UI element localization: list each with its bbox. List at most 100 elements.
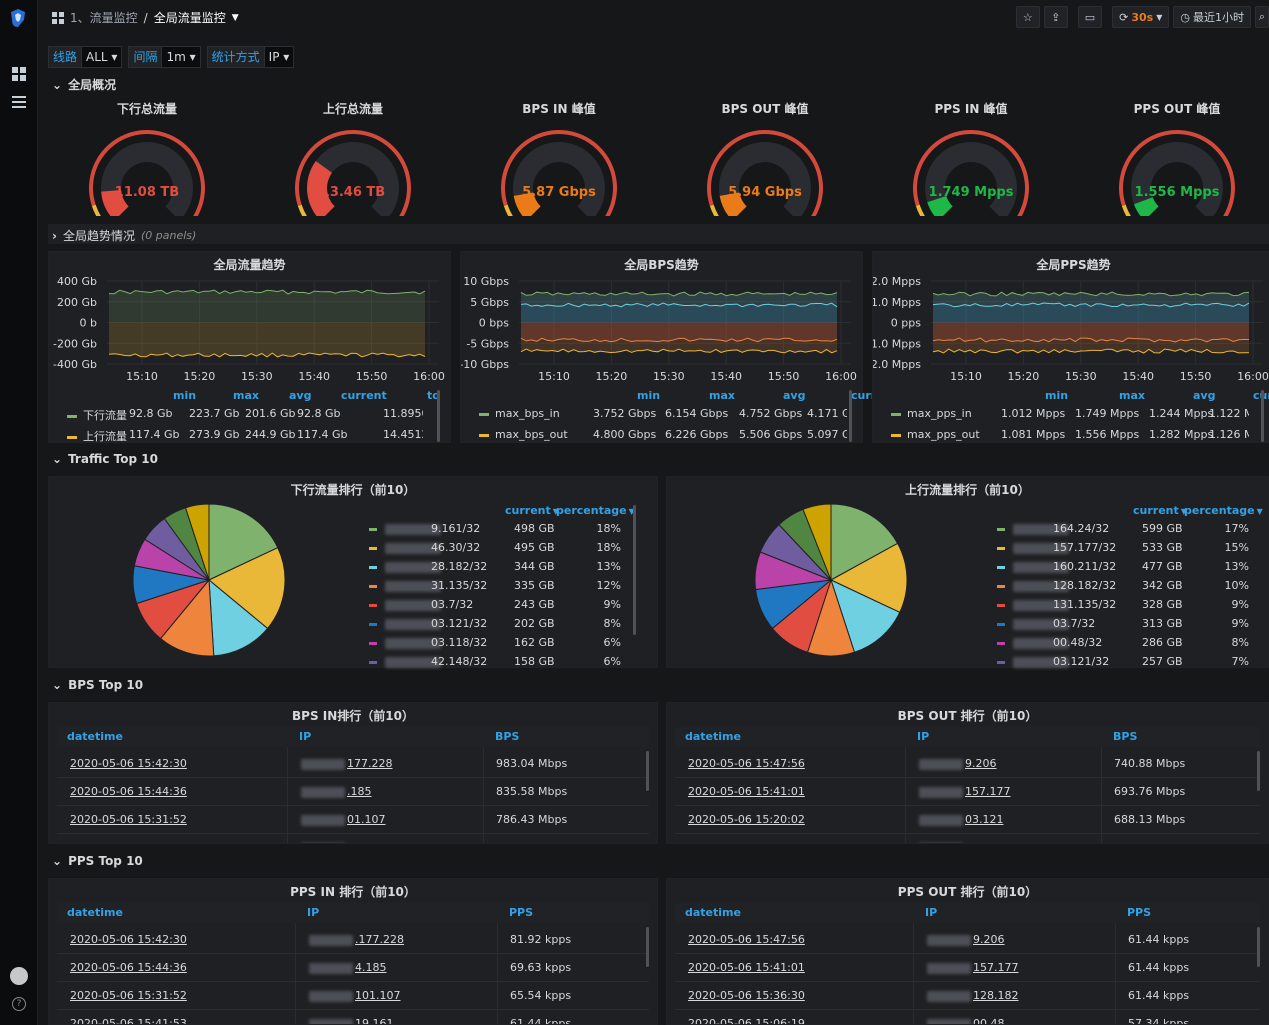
row-pps-top[interactable]: ⌄ PPS Top 10: [52, 854, 143, 868]
legend-series[interactable]: max_pps_out: [891, 428, 980, 441]
time-range-picker[interactable]: ◷ 最近1小时: [1173, 6, 1251, 28]
graph-panel[interactable]: 全局BPS趋势 10 Gbps 5 Gbps 0 bps -5 Gbps -10 Gbps…: [460, 251, 884, 443]
breadcrumb[interactable]: 1、流量监控 / 全局流量监控 ▼: [52, 9, 239, 26]
legend-item[interactable]: 00.48/32 286 GB 8%: [997, 636, 1257, 652]
legend-header[interactable]: min: [173, 389, 197, 402]
table-cell-ip[interactable]: 03.121: [919, 813, 1004, 826]
table-cell-datetime[interactable]: 2020-05-06 15:41:53: [70, 1017, 187, 1025]
legend-scrollbar[interactable]: [437, 390, 440, 442]
graph-canvas[interactable]: 400 Gb 200 Gb 0 b -200 Gb -400 Gb 15:10 15:20 1…: [49, 270, 452, 390]
table-cell-datetime[interactable]: 2020-05-06 15:36:30: [688, 989, 805, 1002]
legend-scrollbar[interactable]: [633, 505, 636, 635]
legend-item[interactable]: 03.121/32 257 GB 7%: [997, 655, 1257, 671]
panel-title[interactable]: 全局流量趋势: [213, 258, 286, 272]
pie-slice[interactable]: [208, 578, 269, 657]
legend-item[interactable]: 31.135/32 335 GB 12%: [369, 579, 629, 595]
playlist-icon[interactable]: [11, 94, 27, 110]
graph-panel[interactable]: 全局流量趋势 400 Gb 200 Gb 0 b -200 Gb -400 Gb 15:10…: [48, 251, 451, 443]
dashboard-title[interactable]: 全局流量监控: [153, 11, 226, 25]
table-scrollbar[interactable]: [1257, 751, 1260, 791]
refresh-picker[interactable]: ⟳ 30s ▼: [1112, 6, 1170, 28]
table-cell-ip[interactable]: 01.107: [301, 813, 386, 826]
graph-canvas[interactable]: 2.0 Mpps 1.0 Mpps 0 pps -1.0 Mpps -2.0 Mpps 1…: [873, 270, 1269, 390]
pie-panel[interactable]: 下行流量排行（前10） current ▼ percentage ▼ 9.161/32 49…: [48, 476, 658, 668]
legend-header[interactable]: to: [427, 389, 440, 402]
table-cell-ip[interactable]: 128.182: [927, 989, 1019, 1002]
legend-scrollbar[interactable]: [1261, 390, 1264, 442]
legend-item[interactable]: 46.30/32 495 GB 18%: [369, 541, 629, 557]
table-panel[interactable]: PPS OUT 排行（前10） datetime IP PPS 2020-05-06 1…: [666, 878, 1269, 1025]
pie-slice[interactable]: [208, 503, 279, 581]
table-cell-datetime[interactable]: 2020-05-06 16:00:22: [688, 841, 805, 843]
variable-interval[interactable]: 间隔 1m ▾: [128, 46, 201, 68]
table-cell-datetime[interactable]: 2020-05-06 15:42:30: [70, 933, 187, 946]
legend-item[interactable]: 42.148/32 158 GB 6%: [369, 655, 629, 671]
legend-header[interactable]: min: [637, 389, 661, 402]
pie-chart[interactable]: [124, 495, 294, 665]
pie-slice[interactable]: [830, 503, 899, 581]
table-cell-ip[interactable]: 157.177: [927, 961, 1019, 974]
pie-slice[interactable]: [208, 546, 286, 630]
legend-item[interactable]: 164.24/32 599 GB 17%: [997, 522, 1257, 538]
column-header[interactable]: BPS: [1113, 730, 1138, 743]
gauge-panel[interactable]: PPS OUT 峰值 1.556 Mpps: [1079, 98, 1269, 218]
table-cell-ip[interactable]: 160.211: [919, 841, 1011, 843]
table-panel[interactable]: BPS IN排行（前10） datetime IP BPS 2020-05-06 15:…: [48, 702, 658, 844]
pie-panel[interactable]: 上行流量排行（前10） current ▼ percentage ▼ 164.24/32 5…: [666, 476, 1269, 668]
gauge-panel[interactable]: 上行总流量 13.46 TB: [255, 98, 451, 218]
table-cell-datetime[interactable]: 2020-05-06 15:47:56: [70, 841, 187, 843]
panel-title[interactable]: PPS OUT 排行（前10）: [897, 885, 1038, 899]
legend-item[interactable]: 157.177/32 533 GB 15%: [997, 541, 1257, 557]
column-header[interactable]: IP: [307, 906, 320, 919]
graph-panel[interactable]: 全局PPS趋势 2.0 Mpps 1.0 Mpps 0 pps -1.0 Mpps -2.…: [872, 251, 1269, 443]
legend-item[interactable]: 03.118/32 162 GB 6%: [369, 636, 629, 652]
column-header[interactable]: PPS: [509, 906, 534, 919]
table-cell-ip[interactable]: 101.107: [309, 989, 401, 1002]
table-cell-ip[interactable]: 177.228: [301, 757, 393, 770]
breadcrumb-folder[interactable]: 1、流量监控: [70, 11, 138, 25]
legend-header[interactable]: min: [1045, 389, 1069, 402]
pie-chart[interactable]: [746, 495, 916, 665]
legend-series[interactable]: 上行流量: [67, 428, 127, 444]
gauge-panel[interactable]: BPS OUT 峰值 5.94 Gbps: [667, 98, 863, 218]
table-cell-datetime[interactable]: 2020-05-06 15:41:01: [688, 961, 805, 974]
legend-series[interactable]: max_pps_in: [891, 407, 972, 420]
pie-slice[interactable]: [829, 542, 908, 614]
row-bps-top[interactable]: ⌄ BPS Top 10: [52, 678, 143, 692]
legend-item[interactable]: 131.135/32 328 GB 9%: [997, 598, 1257, 614]
panel-title[interactable]: 全局PPS趋势: [1036, 258, 1111, 272]
pie-slice[interactable]: [802, 503, 832, 581]
panel-title[interactable]: PPS IN 排行（前10）: [290, 885, 416, 899]
legend-header[interactable]: max: [233, 389, 259, 402]
table-cell-ip[interactable]: 186.118: [301, 841, 393, 843]
table-scrollbar[interactable]: [646, 927, 649, 967]
legend-item[interactable]: 03.7/32 313 GB 9%: [997, 617, 1257, 633]
table-cell-datetime[interactable]: 2020-05-06 15:31:52: [70, 813, 187, 826]
grafana-logo-icon[interactable]: [9, 8, 27, 28]
legend-header[interactable]: percentage ▼: [556, 504, 635, 517]
gauge-panel[interactable]: 下行总流量 11.08 TB: [49, 98, 245, 218]
graph-canvas[interactable]: 10 Gbps 5 Gbps 0 bps -5 Gbps -10 Gbps 15:10 15…: [461, 270, 864, 390]
panel-title[interactable]: 下行流量排行（前10）: [290, 483, 416, 497]
variable-value[interactable]: IP ▾: [264, 46, 295, 68]
panel-title[interactable]: 全局BPS趋势: [624, 258, 699, 272]
table-cell-datetime[interactable]: 2020-05-06 15:31:52: [70, 989, 187, 1002]
legend-item[interactable]: 28.182/32 344 GB 13%: [369, 560, 629, 576]
legend-header[interactable]: max: [709, 389, 735, 402]
column-header[interactable]: PPS: [1127, 906, 1152, 919]
user-avatar[interactable]: [10, 967, 28, 985]
help-icon[interactable]: ?: [12, 997, 26, 1011]
row-trend-collapsed[interactable]: [48, 224, 1269, 244]
legend-header[interactable]: current: [341, 389, 387, 402]
variable-line[interactable]: 线路 ALL ▾: [48, 46, 123, 68]
row-trend[interactable]: › 全局趋势情况 (0 panels): [52, 227, 196, 244]
table-cell-datetime[interactable]: 2020-05-06 15:47:56: [688, 933, 805, 946]
legend-item[interactable]: 128.182/32 342 GB 10%: [997, 579, 1257, 595]
legend-header[interactable]: avg: [289, 389, 312, 402]
legend-item[interactable]: 160.211/32 477 GB 13%: [997, 560, 1257, 576]
table-cell-datetime[interactable]: 2020-05-06 15:42:30: [70, 757, 187, 770]
row-traffic-top[interactable]: ⌄ Traffic Top 10: [52, 452, 158, 466]
gauge-panel[interactable]: BPS IN 峰值 5.87 Gbps: [461, 98, 657, 218]
table-cell-datetime[interactable]: 2020-05-06 15:44:36: [70, 785, 187, 798]
star-button[interactable]: ☆: [1015, 6, 1040, 28]
